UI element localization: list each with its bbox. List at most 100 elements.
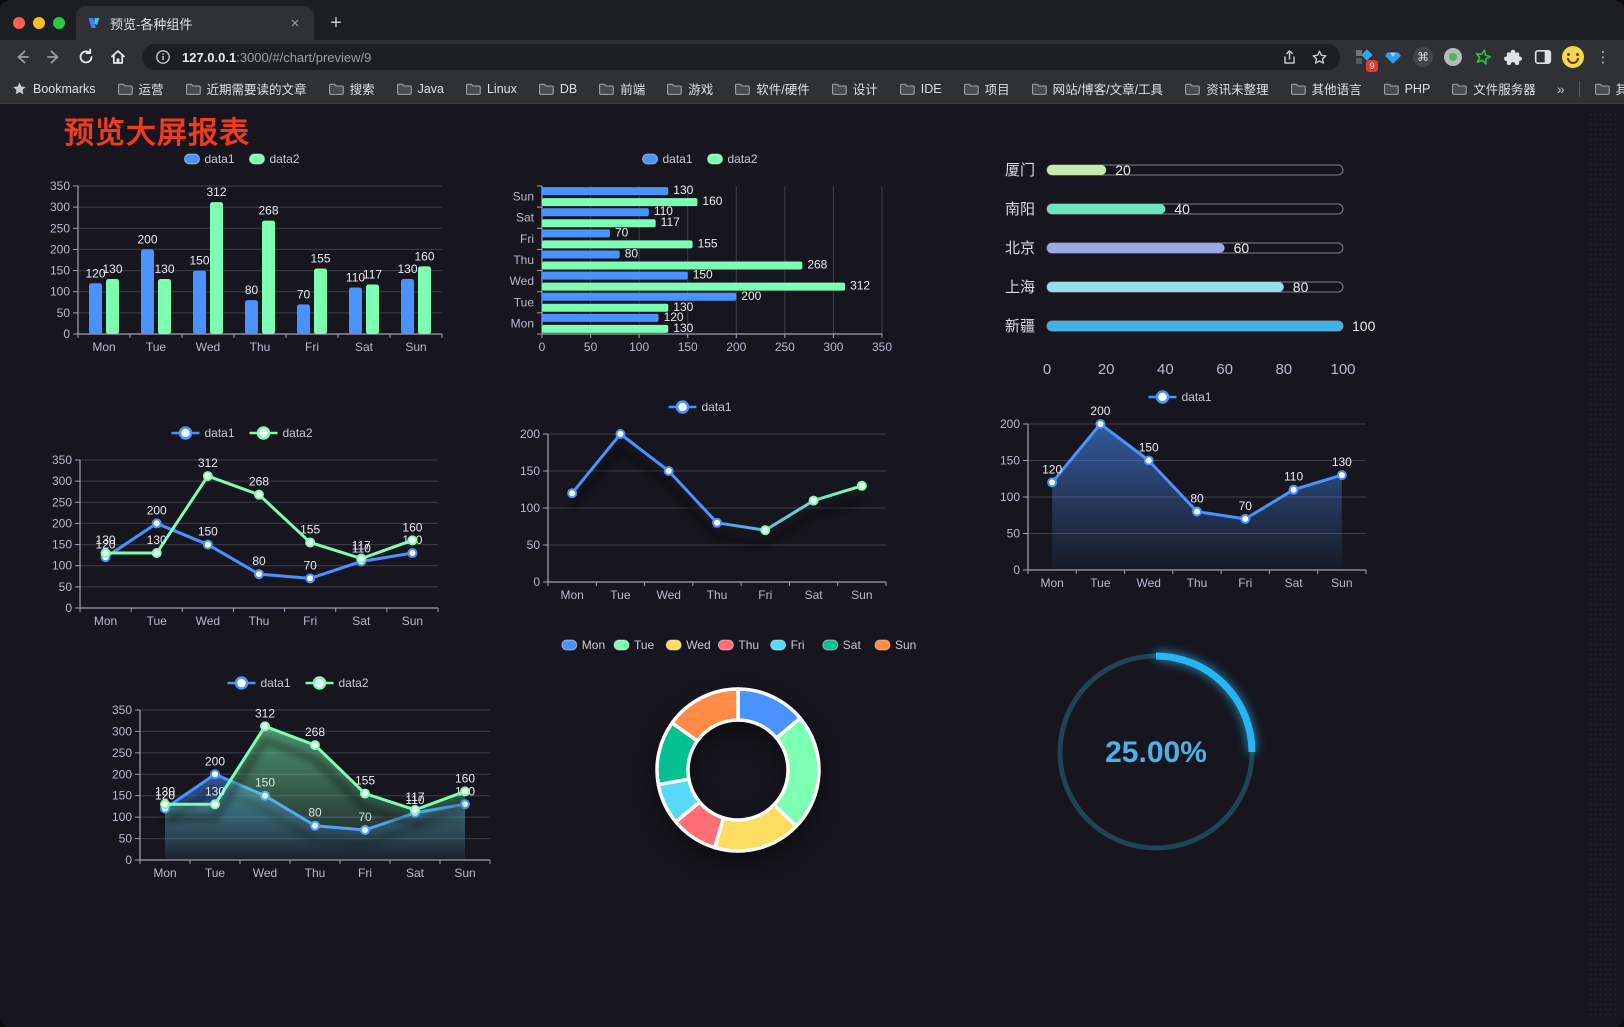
svg-text:Fri: Fri: [791, 638, 805, 652]
svg-text:上海: 上海: [1005, 279, 1035, 296]
svg-text:Tue: Tue: [610, 588, 631, 602]
svg-text:Wed: Wed: [196, 340, 220, 354]
bookmark-star-icon[interactable]: [1308, 46, 1330, 68]
profile-avatar[interactable]: [1560, 44, 1586, 70]
svg-text:80: 80: [1190, 492, 1204, 506]
address-bar[interactable]: 127.0.0.1:3000/#/chart/preview/9: [142, 44, 1340, 70]
browser-tab[interactable]: 预览-各种组件 ×: [76, 6, 314, 40]
svg-text:120: 120: [1042, 462, 1062, 476]
svg-text:北京: 北京: [1005, 240, 1035, 257]
back-button[interactable]: [8, 43, 36, 71]
bookmark-folder[interactable]: 搜索: [328, 79, 375, 98]
svg-text:130: 130: [673, 321, 693, 335]
horizontal-bar-chart[interactable]: data1 data2 0 50 100 150 200 250 300 350 Sun 130 160…: [504, 146, 898, 360]
bookmark-folder[interactable]: 资讯未整理: [1184, 79, 1269, 98]
progress-bars-chart[interactable]: 厦门 20 南阳 40 北京 60 上海 80 新疆 100 0 20 40 60 80 100: [995, 150, 1381, 382]
grid-extension-icon[interactable]: 9: [1350, 44, 1378, 72]
site-info-icon[interactable]: [152, 46, 174, 68]
two-series-line-chart[interactable]: data1 data2 0 50 100 150 200 250 300 350 Mon Tue Wed…: [36, 420, 450, 634]
svg-text:120: 120: [96, 537, 116, 551]
bookmark-label: PHP: [1404, 81, 1431, 96]
bookmark-label: 资讯未整理: [1206, 83, 1269, 97]
folder-icon: [538, 83, 554, 95]
svg-text:155: 155: [355, 774, 375, 788]
forward-button[interactable]: [40, 43, 68, 71]
url-path: :3000/#/chart/preview/9: [236, 49, 372, 65]
svg-text:Fri: Fri: [303, 614, 317, 628]
bookmark-label: 近期需要读的文章: [206, 83, 307, 97]
menu-button[interactable]: ⋮: [1595, 49, 1611, 66]
svg-text:0: 0: [125, 853, 132, 867]
svg-text:data1: data1: [702, 400, 732, 414]
two-series-area-chart[interactable]: data1 data2 0 50 100 150 200 250 300 350 Mon Tue Wed…: [96, 670, 502, 886]
donut-chart[interactable]: Mon Tue Wed Thu Fri Sat Sun: [554, 632, 922, 884]
svg-text:312: 312: [850, 279, 870, 293]
command-extension-icon[interactable]: ⌘: [1410, 44, 1436, 70]
bookmark-folder[interactable]: PHP: [1383, 81, 1431, 96]
grouped-bar-chart[interactable]: data1 data2 0 50 100 150 200 250 300 350 Mon Tue Wed…: [36, 146, 450, 360]
bookmark-label: 软件/硬件: [756, 83, 810, 97]
gradient-line-chart[interactable]: data1 0 50 100 150 200 Mon Tue Wed Thu Fri Sat Sun: [504, 394, 898, 608]
folder-icon: [396, 83, 412, 95]
bookmark-folder[interactable]: 游戏: [666, 79, 713, 98]
svg-text:Wed: Wed: [656, 588, 680, 602]
bookmark-folder[interactable]: Java: [396, 82, 444, 96]
bookmark-label: Linux: [486, 81, 517, 96]
new-tab-button[interactable]: +: [330, 11, 342, 34]
svg-text:data1: data1: [663, 152, 693, 166]
minimize-window-button[interactable]: [33, 17, 45, 29]
bookmark-folder[interactable]: 网站/博客/文章/工具: [1031, 79, 1163, 98]
svg-text:268: 268: [807, 258, 827, 272]
close-window-button[interactable]: [13, 17, 25, 29]
svg-text:350: 350: [50, 179, 70, 193]
bookmark-folder[interactable]: DB: [538, 82, 577, 96]
tab-close-button[interactable]: ×: [290, 14, 300, 32]
bookmark-folder[interactable]: 运营: [117, 79, 164, 98]
home-button[interactable]: [104, 43, 132, 71]
svg-text:312: 312: [198, 456, 218, 470]
bookmarks-lead-item[interactable]: Bookmarks: [12, 81, 96, 96]
svg-text:130: 130: [155, 784, 175, 798]
side-panel-icon[interactable]: [1530, 44, 1556, 70]
svg-text:Tue: Tue: [1090, 576, 1111, 590]
svg-text:200: 200: [741, 289, 761, 303]
folder-icon: [667, 83, 682, 95]
area-line-chart[interactable]: data1 0 50 100 150 200 Mon Tue Wed Thu Fri Sat Sun 12…: [984, 384, 1378, 596]
svg-text:80: 80: [1293, 279, 1309, 295]
bookmark-folder[interactable]: 项目: [963, 79, 1010, 98]
reload-button[interactable]: [72, 43, 100, 71]
svg-text:0: 0: [63, 327, 70, 341]
bookmark-folder[interactable]: 前端: [598, 79, 645, 98]
svg-text:80: 80: [252, 554, 266, 568]
svg-text:Fri: Fri: [520, 232, 534, 246]
svg-text:data2: data2: [270, 152, 300, 166]
bookmark-folder[interactable]: IDE: [899, 82, 942, 96]
bookmarks-overflow-chevron[interactable]: »: [1556, 80, 1565, 97]
svg-text:300: 300: [112, 724, 132, 738]
svg-text:Sat: Sat: [805, 588, 824, 602]
bookmark-folder[interactable]: 近期需要读的文章: [185, 79, 307, 98]
gem-extension-icon[interactable]: [1380, 44, 1406, 70]
extensions-puzzle-icon[interactable]: [1500, 44, 1526, 70]
gauge-chart[interactable]: 25.00%: [1036, 632, 1276, 872]
svg-text:130: 130: [154, 262, 174, 276]
share-icon[interactable]: [1278, 46, 1300, 68]
svg-text:117: 117: [661, 215, 680, 229]
bookmark-folder[interactable]: Linux: [465, 82, 517, 96]
svg-text:80: 80: [1275, 361, 1292, 378]
bookmark-folder[interactable]: 设计: [831, 79, 878, 98]
zoom-window-button[interactable]: [53, 17, 65, 29]
svg-text:200: 200: [50, 242, 70, 256]
bookmark-label: 文件服务器: [1473, 83, 1536, 97]
svg-text:350: 350: [872, 340, 892, 354]
svg-text:20: 20: [1098, 361, 1115, 378]
svg-text:150: 150: [1139, 441, 1159, 455]
record-extension-icon[interactable]: [1440, 44, 1466, 70]
star-extension-icon[interactable]: [1470, 44, 1496, 70]
bookmark-folder[interactable]: 其他语言: [1290, 79, 1362, 98]
bookmark-folder[interactable]: 软件/硬件: [734, 79, 810, 98]
dotted-texture-strip: [1588, 112, 1616, 1017]
svg-text:300: 300: [823, 340, 843, 354]
bookmark-folder[interactable]: 文件服务器: [1451, 79, 1536, 98]
other-bookmarks[interactable]: 其他书签: [1594, 79, 1624, 98]
